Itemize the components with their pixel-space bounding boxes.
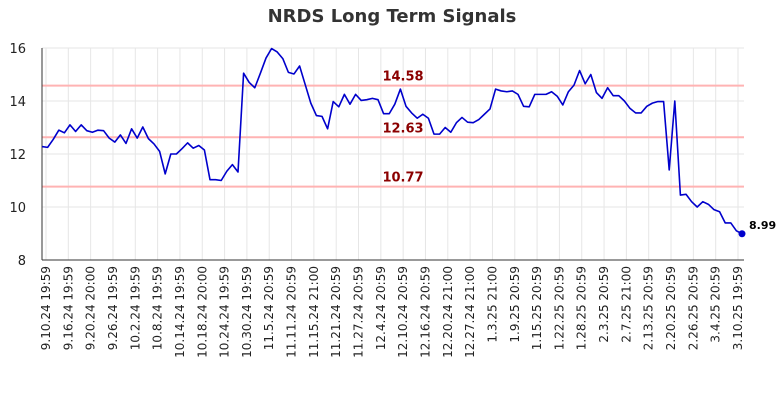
y-tick-label: 14 [9, 95, 26, 110]
x-tick-label: 2.3.25 20:59 [597, 266, 611, 343]
x-tick-label: 12.27.24 21:00 [463, 266, 477, 358]
x-tick-label: 3.4.25 20:59 [709, 266, 723, 343]
x-tick-label: 12.20.24 21:00 [441, 266, 455, 358]
x-tick-label: 2.7.25 21:00 [619, 266, 633, 343]
x-tick-label: 12.16.24 20:59 [418, 266, 432, 358]
series-line [41, 47, 746, 238]
x-tick-label: 1.3.25 21:00 [485, 266, 499, 343]
x-tick-label: 10.8.24 19:59 [151, 266, 165, 350]
x-tick-label: 1.9.25 20:59 [508, 266, 522, 343]
chart-title: NRDS Long Term Signals [267, 6, 517, 27]
x-tick-label: 11.27.24 20:59 [352, 266, 366, 358]
x-tick-label: 11.15.24 21:00 [307, 266, 321, 358]
axes: 8 10 12 14 16 9.10.24 19:59 9.16.24 19:59 9.20.… [9, 42, 745, 358]
y-tick-label: 16 [9, 42, 26, 57]
last-value-label: 8.99 [749, 219, 776, 232]
x-tick-label: 11.5.24 20:59 [262, 266, 276, 350]
grid-lines [42, 47, 744, 261]
y-tick-label: 10 [9, 201, 26, 216]
x-tick-label: 10.24.24 19:59 [218, 266, 232, 358]
x-tick-label: 10.14.24 19:59 [173, 266, 187, 358]
x-tick-label: 2.26.25 20:59 [686, 266, 700, 350]
x-tick-label: 9.26.24 19:59 [106, 266, 120, 350]
x-tick-label: 9.20.24 20:00 [84, 266, 98, 350]
x-tick-label: 10.2.24 19:59 [128, 266, 142, 350]
reference-line-label: 14.58 [382, 70, 423, 85]
x-tick-label: 1.22.25 20:59 [552, 266, 566, 350]
price-line [41, 47, 743, 235]
reference-line-label: 10.77 [382, 171, 423, 186]
x-tick-label: 9.10.24 19:59 [39, 266, 53, 350]
x-tick-label: 1.15.25 20:59 [530, 266, 544, 350]
x-tick-label: 1.28.25 20:59 [575, 266, 589, 350]
last-point-marker [738, 230, 746, 238]
x-tick-label: 11.21.24 20:59 [329, 266, 343, 358]
x-tick-label: 11.11.24 20:59 [285, 266, 299, 358]
x-tick-label: 3.10.25 19:59 [731, 266, 745, 350]
y-tick-label: 8 [18, 254, 26, 269]
labels: 14.58 12.63 10.77 8.99 [382, 70, 776, 232]
reference-lines [42, 84, 744, 188]
reference-line-label: 12.63 [382, 121, 423, 136]
x-tick-label: 9.16.24 19:59 [61, 266, 75, 350]
x-tick-label: 2.20.25 20:59 [664, 266, 678, 350]
x-tick-label: 2.13.25 20:59 [642, 266, 656, 350]
x-tick-label: 10.18.24 20:00 [195, 266, 209, 358]
y-tick-label: 12 [9, 148, 26, 163]
x-tick-label: 10.30.24 19:59 [240, 266, 254, 358]
x-tick-label: 12.4.24 20:59 [374, 266, 388, 350]
x-tick-label: 12.10.24 20:59 [396, 266, 410, 358]
